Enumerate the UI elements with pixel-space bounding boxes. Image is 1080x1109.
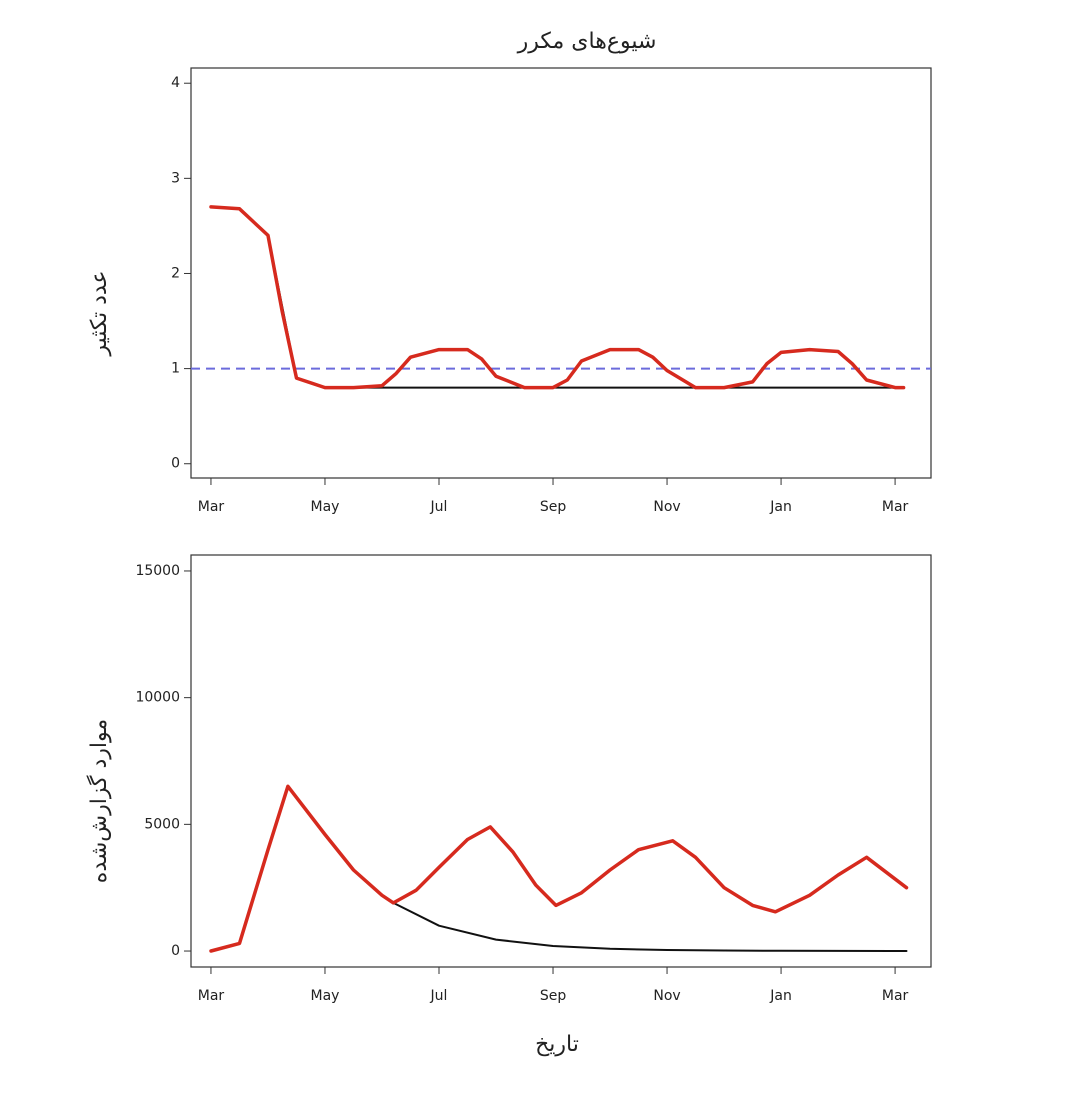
y-tick-label: 4 (171, 75, 180, 91)
x-tick-label: Mar (882, 499, 909, 515)
y-tick-label: 0 (171, 456, 180, 472)
y-tick-label: 3 (171, 170, 180, 186)
x-tick-label: May (310, 499, 339, 515)
x-tick-label: Sep (540, 988, 567, 1004)
x-tick-label: Mar (882, 988, 909, 1004)
data-line (209, 205, 906, 390)
y-tick-label: 5000 (144, 816, 180, 832)
y-tick-label: 0 (171, 943, 180, 959)
x-tick-label: May (310, 988, 339, 1004)
x-tick-label: Nov (653, 988, 680, 1004)
chart-title: شیوع‌های مکرر (517, 29, 657, 54)
x-tick-label: Jul (430, 988, 448, 1004)
y-tick-label: 1 (171, 361, 180, 377)
x-tick-label: Mar (198, 988, 225, 1004)
data-line (210, 785, 908, 952)
x-tick-label: Nov (653, 499, 680, 515)
y-axis-label: عدد تکثیر (87, 270, 112, 356)
y-tick-label: 15000 (135, 563, 180, 579)
data-line (209, 784, 909, 953)
x-axis-label: تاریخ (535, 1032, 579, 1057)
y-tick-label: 2 (171, 265, 180, 281)
plot-frame (190, 67, 932, 479)
x-tick-label: Jan (769, 499, 792, 515)
data-line (210, 205, 905, 389)
x-tick-label: Jan (769, 988, 792, 1004)
plot-frame (190, 554, 932, 968)
x-tick-label: Sep (540, 499, 567, 515)
x-tick-label: Jul (430, 499, 448, 515)
y-tick-label: 10000 (135, 690, 180, 706)
y-axis-label: موارد گزارش‌شده (86, 719, 112, 883)
x-tick-label: Mar (198, 499, 225, 515)
